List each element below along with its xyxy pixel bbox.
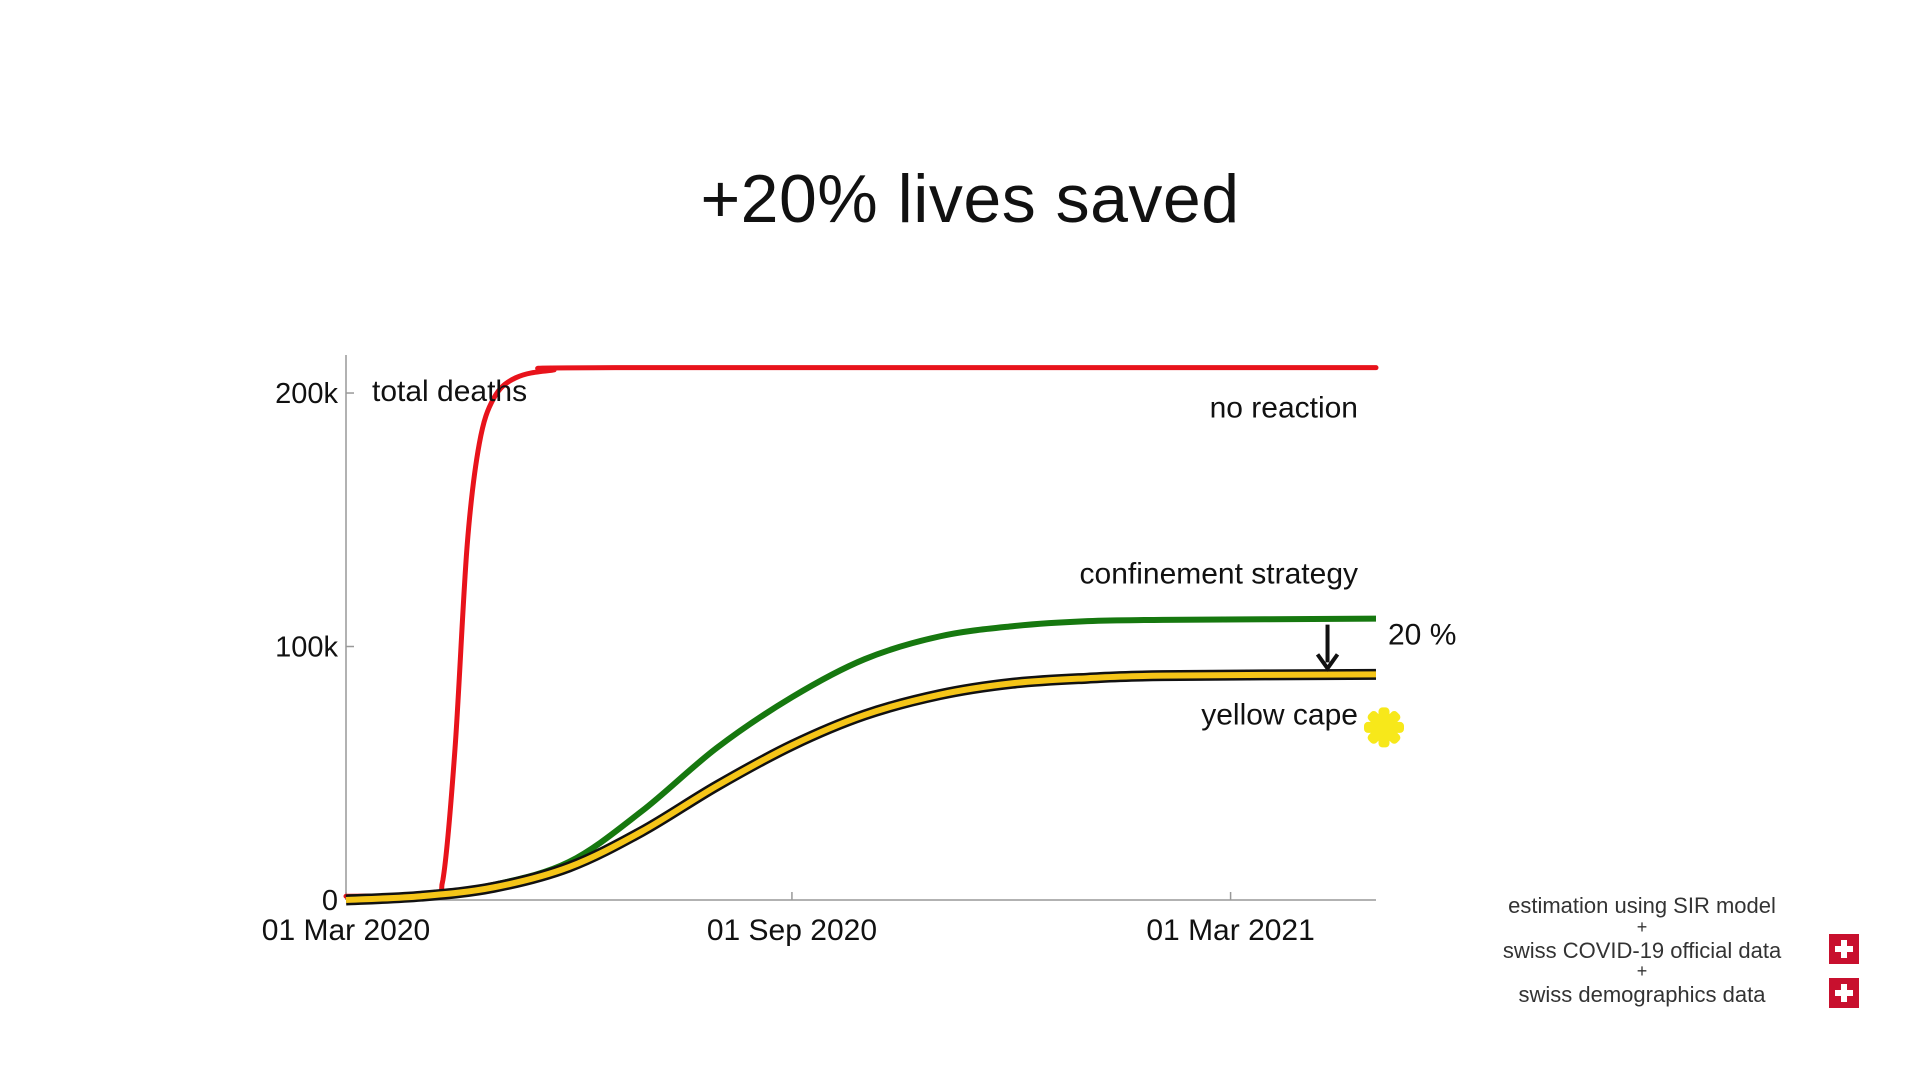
series-confinement-strategy-line: [345, 615, 1377, 901]
series-yellow-cape-line: [345, 671, 1377, 903]
source-plus-2: +: [1636, 961, 1648, 981]
series-layer: [343, 365, 1379, 906]
annotation-label: 20 %: [1388, 619, 1456, 652]
source-line-3: swiss demographics data: [1518, 982, 1766, 1007]
swiss-flag-icon: [1829, 978, 1859, 1008]
marker-arm: [1367, 711, 1401, 744]
source-line-1: estimation using SIR model: [1508, 893, 1776, 918]
yellow-cape-marker-icon: [1364, 707, 1404, 748]
y-tick-label: 100k: [275, 632, 338, 664]
x-tick-label: 01 Mar 2020: [262, 914, 430, 947]
labels-layer: total deaths no reaction confinement strat…: [372, 375, 1456, 748]
axes: 0 100k 200k 01 Mar 2020 01 Sep 2020 01 Mar 20…: [262, 355, 1376, 947]
series-label-no-reaction: no reaction: [1210, 392, 1358, 425]
x-tick-label: 01 Sep 2020: [707, 914, 877, 947]
source-line-2: swiss COVID-19 official data: [1502, 938, 1782, 963]
series-label-confinement-strategy: confinement strategy: [1080, 558, 1358, 591]
chart-title: +20% lives saved: [700, 161, 1240, 237]
source-plus-1: +: [1636, 917, 1648, 937]
series-label-yellow-cape: yellow cape: [1201, 698, 1358, 731]
annotation-arrow-head: [1315, 653, 1340, 672]
series-no-reaction-line: [343, 365, 1379, 899]
swiss-flag-icon: [1829, 934, 1859, 964]
y-tick-label: 0: [322, 885, 338, 917]
y-tick-label: 200k: [275, 378, 338, 410]
y-axis-label: total deaths: [372, 375, 527, 408]
x-tick-label: 01 Mar 2021: [1146, 914, 1314, 947]
